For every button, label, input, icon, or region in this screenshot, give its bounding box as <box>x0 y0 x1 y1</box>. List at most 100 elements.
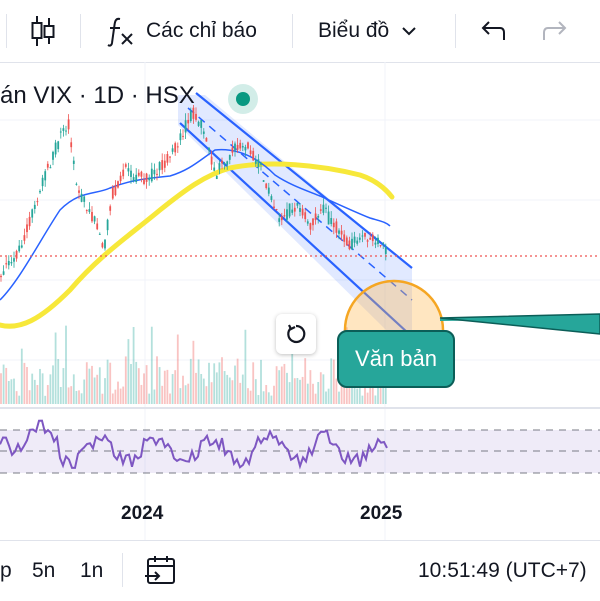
timeframe-button-p[interactable]: p <box>0 559 12 582</box>
candle-body <box>384 247 387 254</box>
candle-body <box>158 162 161 171</box>
candle-body <box>322 204 325 213</box>
toolbar-divider <box>6 14 7 48</box>
timeframe-button-1n[interactable]: 1n <box>80 559 104 582</box>
volume-bar <box>57 359 60 404</box>
candle-body <box>101 243 104 248</box>
candle-body <box>171 148 174 152</box>
volume-bar <box>371 375 374 404</box>
live-status-indicator[interactable] <box>228 84 258 114</box>
candle-body <box>153 169 156 175</box>
volume-bar <box>327 388 330 404</box>
volume-bar <box>0 373 2 404</box>
volume-bar <box>221 357 223 404</box>
timeframe-button-5n[interactable]: 5n <box>32 559 56 582</box>
chart-pane[interactable]: án VIX · 1D · HSX Văn bản 2024 2025 <box>0 62 600 540</box>
volume-bar <box>236 358 239 404</box>
candle-body <box>252 150 255 161</box>
candle-body <box>369 237 372 240</box>
undo-button[interactable] <box>480 0 506 62</box>
candle-body <box>325 207 327 209</box>
candle-body <box>135 174 138 183</box>
candle-body <box>91 211 93 222</box>
date-range-button[interactable] <box>144 541 178 601</box>
price-chart-canvas[interactable] <box>0 62 600 540</box>
volume-bar <box>384 376 387 404</box>
text-note-drawing[interactable]: Văn bản <box>337 330 455 388</box>
volume-bar <box>286 372 288 404</box>
clock-timezone-button[interactable]: 10:51:49 (UTC+7) <box>418 559 587 582</box>
volume-bar <box>72 374 75 404</box>
reset-rotate-icon <box>287 324 306 344</box>
reset-chart-button[interactable] <box>276 314 316 354</box>
candle-body <box>249 150 252 155</box>
volume-bar <box>249 390 252 404</box>
redo-button[interactable] <box>542 0 568 62</box>
candle-body <box>20 245 23 248</box>
candle-body <box>130 170 132 177</box>
toolbar-divider <box>292 14 293 48</box>
volume-bar <box>283 363 286 404</box>
volume-bar <box>41 373 44 404</box>
candle-body <box>137 172 140 176</box>
volume-bar <box>104 378 106 404</box>
volume-bar <box>218 362 221 404</box>
candle-body <box>117 181 119 188</box>
volume-bar <box>319 372 322 404</box>
volume-bar <box>366 392 369 404</box>
candle-body <box>15 250 18 259</box>
volume-bar <box>96 374 99 404</box>
volume-bar <box>23 362 26 404</box>
candle-body <box>265 183 268 189</box>
volume-bar <box>49 374 52 404</box>
chart-type-dropdown[interactable]: Biểu đồ <box>318 0 417 62</box>
arrow-drawing[interactable] <box>439 313 600 335</box>
volume-bar <box>10 379 13 404</box>
candle-body <box>215 175 218 179</box>
chart-style-button[interactable] <box>30 0 56 62</box>
volume-bar <box>241 374 244 404</box>
volume-bar <box>124 356 127 404</box>
chart-type-label: Biểu đồ <box>318 19 390 42</box>
channel-upper-line[interactable] <box>195 92 413 269</box>
channel-lower-line[interactable] <box>179 122 409 334</box>
candle-body <box>70 142 73 148</box>
long-moving-average <box>0 161 395 329</box>
candle-body <box>223 162 226 164</box>
volume-bar <box>88 368 91 404</box>
candle-body <box>330 217 333 225</box>
volume-bar <box>189 358 192 404</box>
candle-body <box>210 156 213 165</box>
undo-icon <box>481 21 505 40</box>
volume-bar <box>304 358 307 404</box>
volume-bar <box>215 372 218 404</box>
volume-bar <box>293 378 296 404</box>
candle-body <box>98 233 101 235</box>
volume-bar <box>358 383 361 404</box>
volume-bar <box>208 362 210 404</box>
volume-bar <box>13 378 15 404</box>
volume-bars <box>0 325 387 404</box>
candle-body <box>299 207 301 212</box>
candle-body <box>208 147 210 151</box>
candle-body <box>356 240 359 244</box>
x-axis-label-2025: 2025 <box>360 503 403 524</box>
candle-body <box>166 154 169 163</box>
toolbar-divider <box>80 14 81 48</box>
candle-body <box>46 163 49 168</box>
indicators-button[interactable]: Các chỉ báo <box>106 0 257 62</box>
candle-body <box>314 213 317 221</box>
candle-body <box>340 230 343 235</box>
volume-bar <box>239 382 242 404</box>
candle-body <box>306 221 309 224</box>
volume-bar <box>262 391 265 404</box>
candle-body <box>67 119 70 130</box>
volume-bar <box>176 334 179 404</box>
candle-body <box>10 262 13 264</box>
volume-bar <box>33 379 36 404</box>
candle-body <box>23 235 26 241</box>
volume-bar <box>257 395 260 404</box>
candle-body <box>309 223 312 230</box>
candle-body <box>72 160 75 164</box>
volume-bar <box>192 340 195 404</box>
